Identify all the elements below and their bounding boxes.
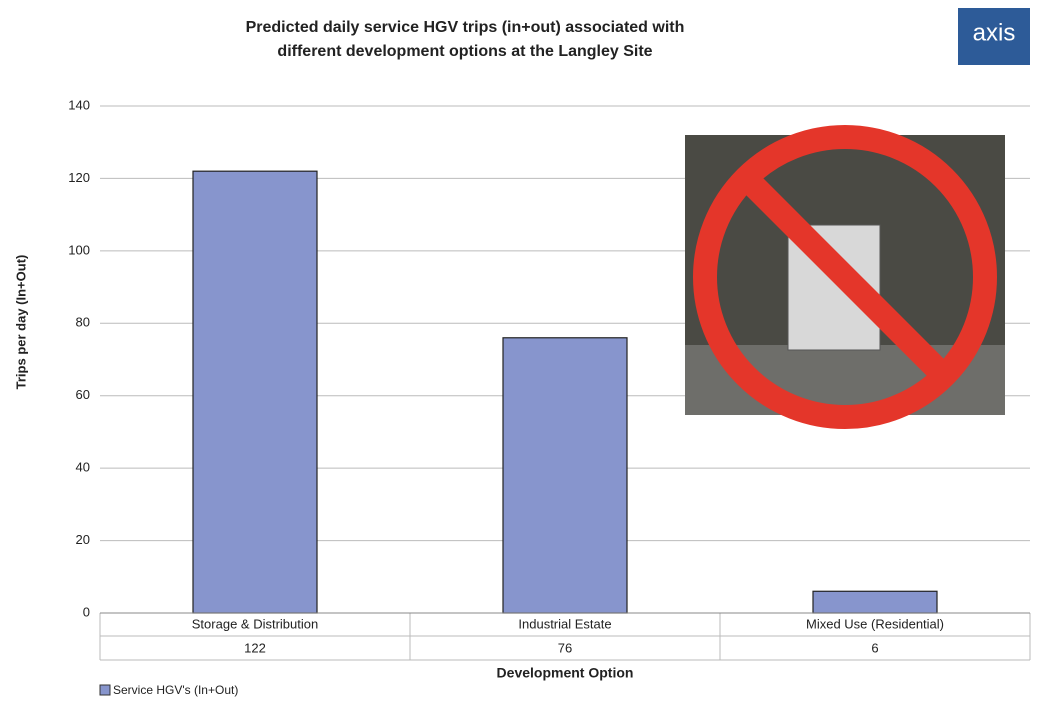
y-axis-title: Trips per day (In+Out) xyxy=(13,255,28,390)
x-tick-label: Storage & Distribution xyxy=(192,616,318,631)
chart-title: Predicted daily service HGV trips (in+ou… xyxy=(246,19,685,36)
legend-label: Service HGV's (In+Out) xyxy=(113,683,238,697)
y-tick-label: 40 xyxy=(76,460,90,475)
data-table-value: 6 xyxy=(871,640,878,655)
y-tick-label: 140 xyxy=(68,97,90,112)
page: Predicted daily service HGV trips (in+ou… xyxy=(0,0,1039,706)
y-tick-label: 20 xyxy=(76,532,90,547)
x-tick-label: Industrial Estate xyxy=(518,616,611,631)
bar xyxy=(813,591,937,613)
prohibition-photo xyxy=(685,135,1005,417)
chart-title: different development options at the Lan… xyxy=(277,43,652,60)
x-tick-label: Mixed Use (Residential) xyxy=(806,616,944,631)
data-table-value: 76 xyxy=(558,640,572,655)
y-tick-label: 80 xyxy=(76,315,90,330)
y-tick-label: 60 xyxy=(76,387,90,402)
bar xyxy=(503,338,627,613)
chart: Predicted daily service HGV trips (in+ou… xyxy=(0,0,1039,706)
bar xyxy=(193,171,317,613)
legend-swatch xyxy=(100,685,110,695)
logo-text: axis xyxy=(973,19,1016,46)
x-axis-title: Development Option xyxy=(497,665,634,681)
y-tick-label: 120 xyxy=(68,170,90,185)
y-tick-label: 0 xyxy=(83,604,90,619)
data-table-value: 122 xyxy=(244,640,266,655)
y-tick-label: 100 xyxy=(68,242,90,257)
